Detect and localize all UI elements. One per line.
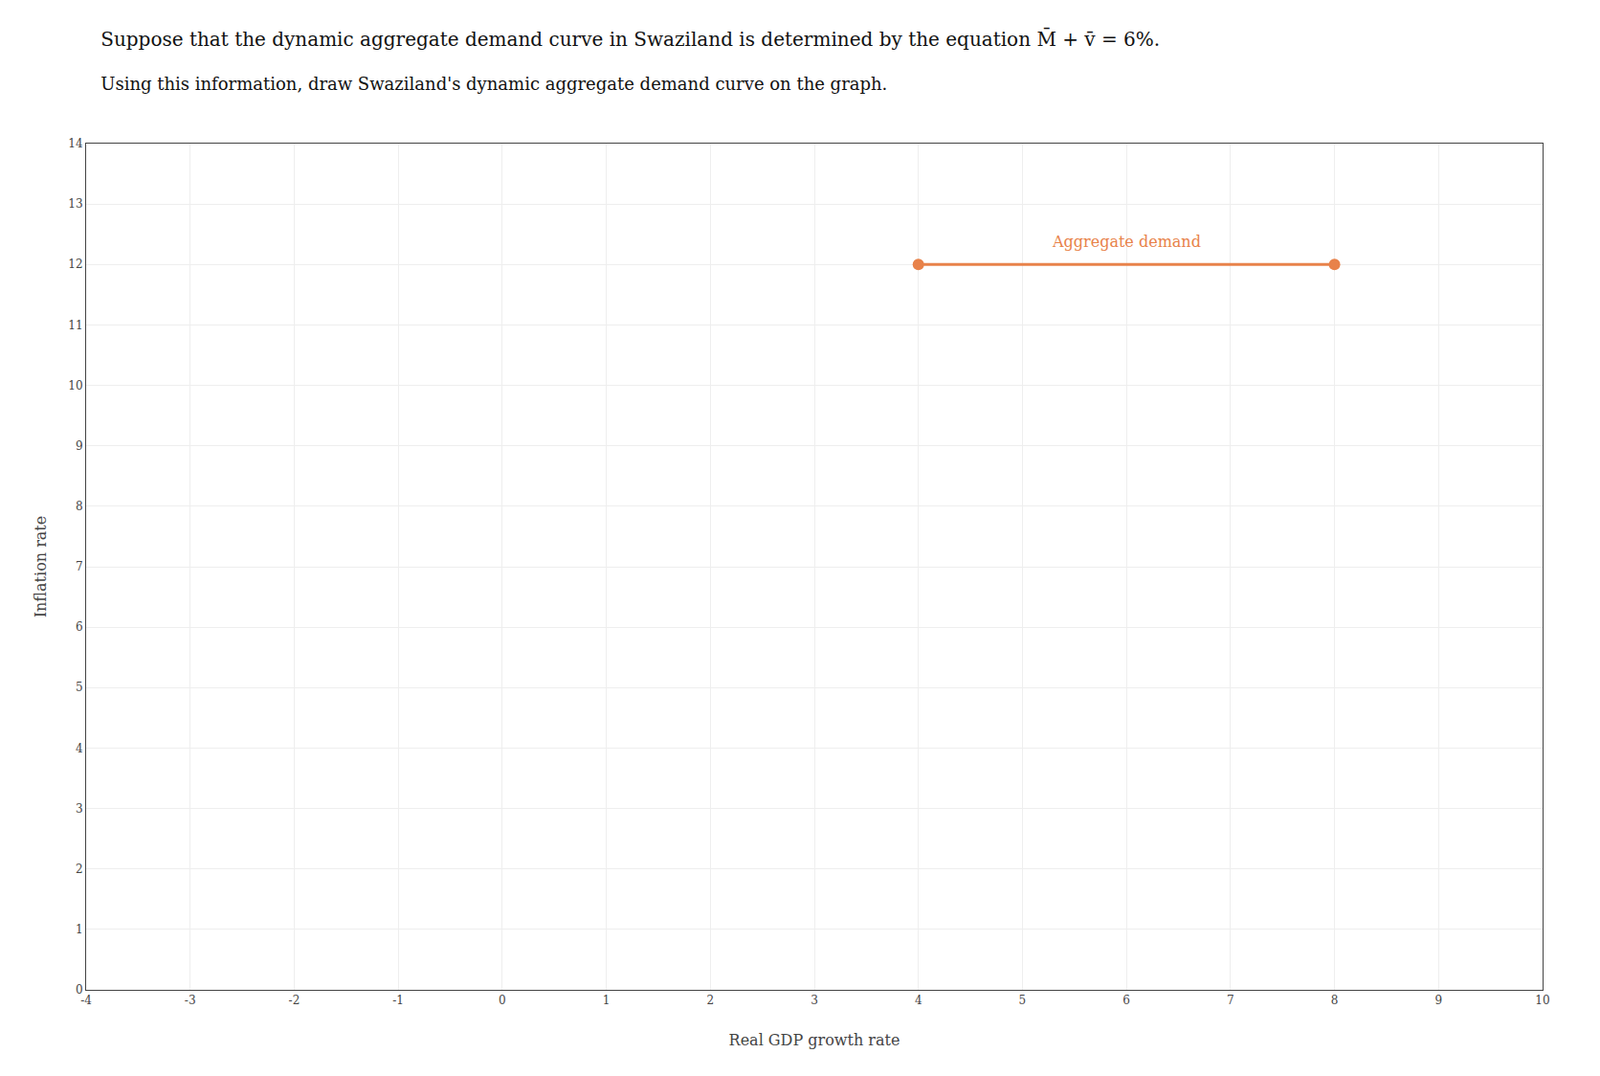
svg-text:10: 10 [1534,993,1550,1007]
svg-text:-3: -3 [184,993,197,1007]
svg-text:9: 9 [1434,993,1443,1007]
svg-text:7: 7 [1226,993,1235,1007]
svg-text:6: 6 [75,620,84,634]
svg-text:2: 2 [75,862,84,876]
svg-text:8: 8 [1331,993,1339,1007]
svg-text:7: 7 [75,559,84,574]
svg-text:3: 3 [810,993,819,1007]
svg-text:1: 1 [602,993,611,1007]
svg-text:2: 2 [706,993,714,1007]
svg-text:14: 14 [67,136,84,151]
svg-text:Real GDP growth rate: Real GDP growth rate [729,1030,901,1049]
svg-text:5: 5 [1019,993,1027,1007]
svg-text:-1: -1 [392,993,404,1007]
svg-text:0: 0 [498,993,507,1007]
svg-text:13: 13 [67,197,83,211]
svg-text:-4: -4 [80,993,92,1007]
svg-text:12: 12 [67,257,83,271]
svg-text:10: 10 [67,378,83,393]
svg-text:0: 0 [75,982,84,997]
svg-text:11: 11 [67,318,83,333]
svg-text:9: 9 [75,439,84,453]
svg-text:4: 4 [914,993,923,1007]
svg-text:3: 3 [75,801,84,816]
svg-text:Inflation rate: Inflation rate [31,515,50,619]
svg-text:Aggregate demand: Aggregate demand [1051,232,1201,251]
svg-text:8: 8 [75,499,84,513]
svg-text:Using this information, draw S: Using this information, draw Swaziland's… [100,73,888,94]
svg-text:1: 1 [75,922,84,936]
svg-text:Suppose that the dynamic aggre: Suppose that the dynamic aggregate deman… [100,26,1160,51]
svg-text:4: 4 [75,741,84,756]
svg-text:6: 6 [1122,993,1131,1007]
svg-text:5: 5 [75,680,84,694]
svg-text:-2: -2 [288,993,301,1007]
